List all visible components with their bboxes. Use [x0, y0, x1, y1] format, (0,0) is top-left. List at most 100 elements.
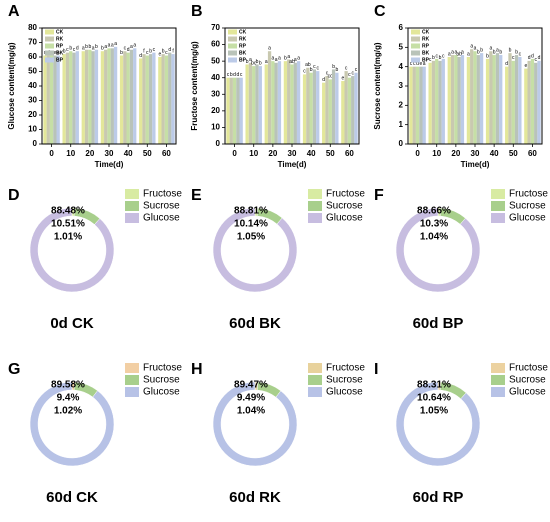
significance-letter: b	[120, 50, 123, 56]
y-tick-label: 20	[28, 110, 37, 119]
significance-letter: c	[435, 53, 438, 59]
y-axis-label: Glucose content(mg/g)	[7, 42, 16, 129]
significance-letter: b	[246, 59, 249, 65]
ring-segment	[395, 381, 481, 467]
x-tick-label: 60	[345, 149, 354, 158]
significance-letter: c	[66, 47, 69, 53]
significance-letter: a	[454, 49, 457, 55]
legend-swatch	[45, 50, 54, 56]
bar	[133, 48, 137, 144]
significance-letter: a	[265, 59, 268, 65]
legend-swatch	[125, 213, 139, 223]
bar	[123, 51, 127, 145]
legend-swatch	[308, 201, 322, 211]
bar	[473, 51, 477, 145]
legend-label: CK	[422, 29, 430, 35]
legend-label: BP	[56, 57, 64, 63]
x-tick-label: 10	[66, 149, 75, 158]
bar	[56, 55, 60, 144]
x-tick-label: 10	[432, 149, 441, 158]
bar	[148, 54, 153, 144]
legend-label: RP	[239, 43, 247, 49]
panel-label: H	[191, 361, 203, 378]
bar	[309, 72, 313, 144]
chart-title: 60d CK	[46, 489, 98, 506]
chart-title: 60d BK	[229, 315, 281, 332]
legend-swatch	[45, 43, 54, 49]
bar	[88, 49, 92, 144]
y-tick-label: 80	[28, 23, 37, 32]
bar	[139, 58, 143, 145]
significance-letter: c	[351, 70, 354, 76]
significance-letter: c	[313, 64, 316, 70]
significance-letter: a	[474, 46, 477, 52]
legend-label: Sucrose	[509, 201, 546, 212]
legend-swatch	[228, 50, 237, 56]
x-tick-label: 0	[49, 149, 54, 158]
ring-segment	[29, 381, 115, 467]
bar	[296, 61, 301, 145]
bar	[470, 49, 474, 145]
significance-letter: c	[429, 57, 432, 63]
legend-label: Glucose	[509, 213, 546, 224]
y-tick-label: 0	[33, 139, 38, 148]
x-tick-label: 20	[268, 149, 277, 158]
significance-letter: a	[496, 47, 499, 53]
bar	[341, 81, 345, 144]
y-tick-label: 10	[28, 125, 37, 134]
panel-label: D	[8, 187, 20, 204]
x-axis-label: Time(d)	[278, 160, 307, 169]
x-tick-label: 40	[307, 149, 316, 158]
significance-letter: c	[348, 72, 351, 78]
significance-letter: a	[461, 49, 464, 55]
legend-label: RP	[56, 43, 64, 49]
significance-letter: d	[531, 53, 534, 59]
significance-letter: a	[423, 61, 426, 67]
legend-swatch	[228, 36, 237, 42]
bar	[457, 57, 461, 144]
bar	[415, 66, 420, 144]
panel-label: A	[8, 3, 20, 20]
bar	[72, 52, 76, 144]
bar	[164, 55, 169, 144]
bar	[81, 51, 85, 145]
significance-letter: b	[486, 53, 489, 59]
significance-letter: b	[480, 47, 483, 53]
bar	[100, 51, 105, 145]
significance-letter: a	[297, 55, 300, 61]
significance-letter: f	[172, 48, 174, 54]
value-label: 1.05%	[237, 232, 265, 243]
significance-letter: ab	[289, 59, 295, 65]
significance-letter: d	[76, 46, 79, 52]
bar	[431, 60, 436, 144]
bar	[91, 51, 95, 145]
bar	[283, 61, 288, 145]
bar	[347, 77, 352, 144]
significance-letter: b	[439, 55, 442, 61]
significance-letter: a	[249, 57, 252, 63]
legend-swatch	[491, 375, 505, 385]
legend-swatch	[491, 201, 505, 211]
bar	[422, 66, 426, 144]
significance-letter: c	[316, 65, 319, 71]
significance-letter: c	[303, 69, 306, 75]
bar	[142, 54, 146, 144]
significance-letter: d	[505, 61, 508, 67]
significance-letter: a	[92, 46, 95, 52]
plot-frame	[407, 27, 543, 145]
x-tick-label: 20	[451, 149, 460, 158]
legend-swatch	[45, 29, 54, 35]
value-label: 1.04%	[420, 232, 448, 243]
significance-letter: d	[538, 55, 541, 61]
legend-swatch	[308, 387, 322, 397]
value-label: 88.81%	[234, 206, 268, 217]
panel-label: B	[191, 3, 203, 20]
significance-letter: c	[73, 47, 76, 53]
x-tick-label: 10	[249, 149, 258, 158]
legend-label: Sucrose	[326, 375, 363, 386]
legend-swatch	[228, 29, 237, 35]
y-tick-label: 5	[399, 42, 404, 51]
bar	[514, 55, 519, 144]
bar	[94, 49, 99, 144]
x-tick-label: 50	[326, 149, 335, 158]
